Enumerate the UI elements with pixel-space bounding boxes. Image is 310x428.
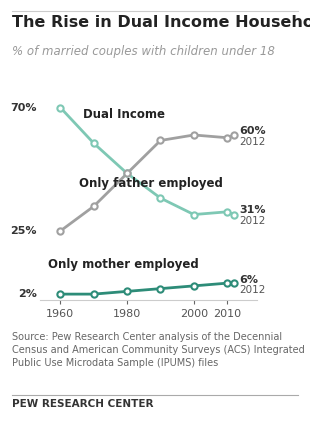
Text: PEW RESEARCH CENTER: PEW RESEARCH CENTER [12,399,154,409]
Text: 25%: 25% [11,226,37,236]
Text: 2012: 2012 [239,137,265,147]
Text: Only mother employed: Only mother employed [48,258,199,271]
Text: Dual Income: Dual Income [83,108,165,121]
Text: 60%: 60% [239,126,266,136]
Text: 2012: 2012 [239,217,265,226]
Text: Source: Pew Research Center analysis of the Decennial
Census and American Commun: Source: Pew Research Center analysis of … [12,332,305,368]
Text: Only father employed: Only father employed [78,177,222,190]
Text: 31%: 31% [239,205,265,215]
Text: 2012: 2012 [239,285,265,295]
Text: 6%: 6% [239,275,258,285]
Text: % of married couples with children under 18: % of married couples with children under… [12,45,275,58]
Text: 2%: 2% [18,289,37,299]
Text: 70%: 70% [11,103,37,113]
Text: The Rise in Dual Income Households: The Rise in Dual Income Households [12,15,310,30]
